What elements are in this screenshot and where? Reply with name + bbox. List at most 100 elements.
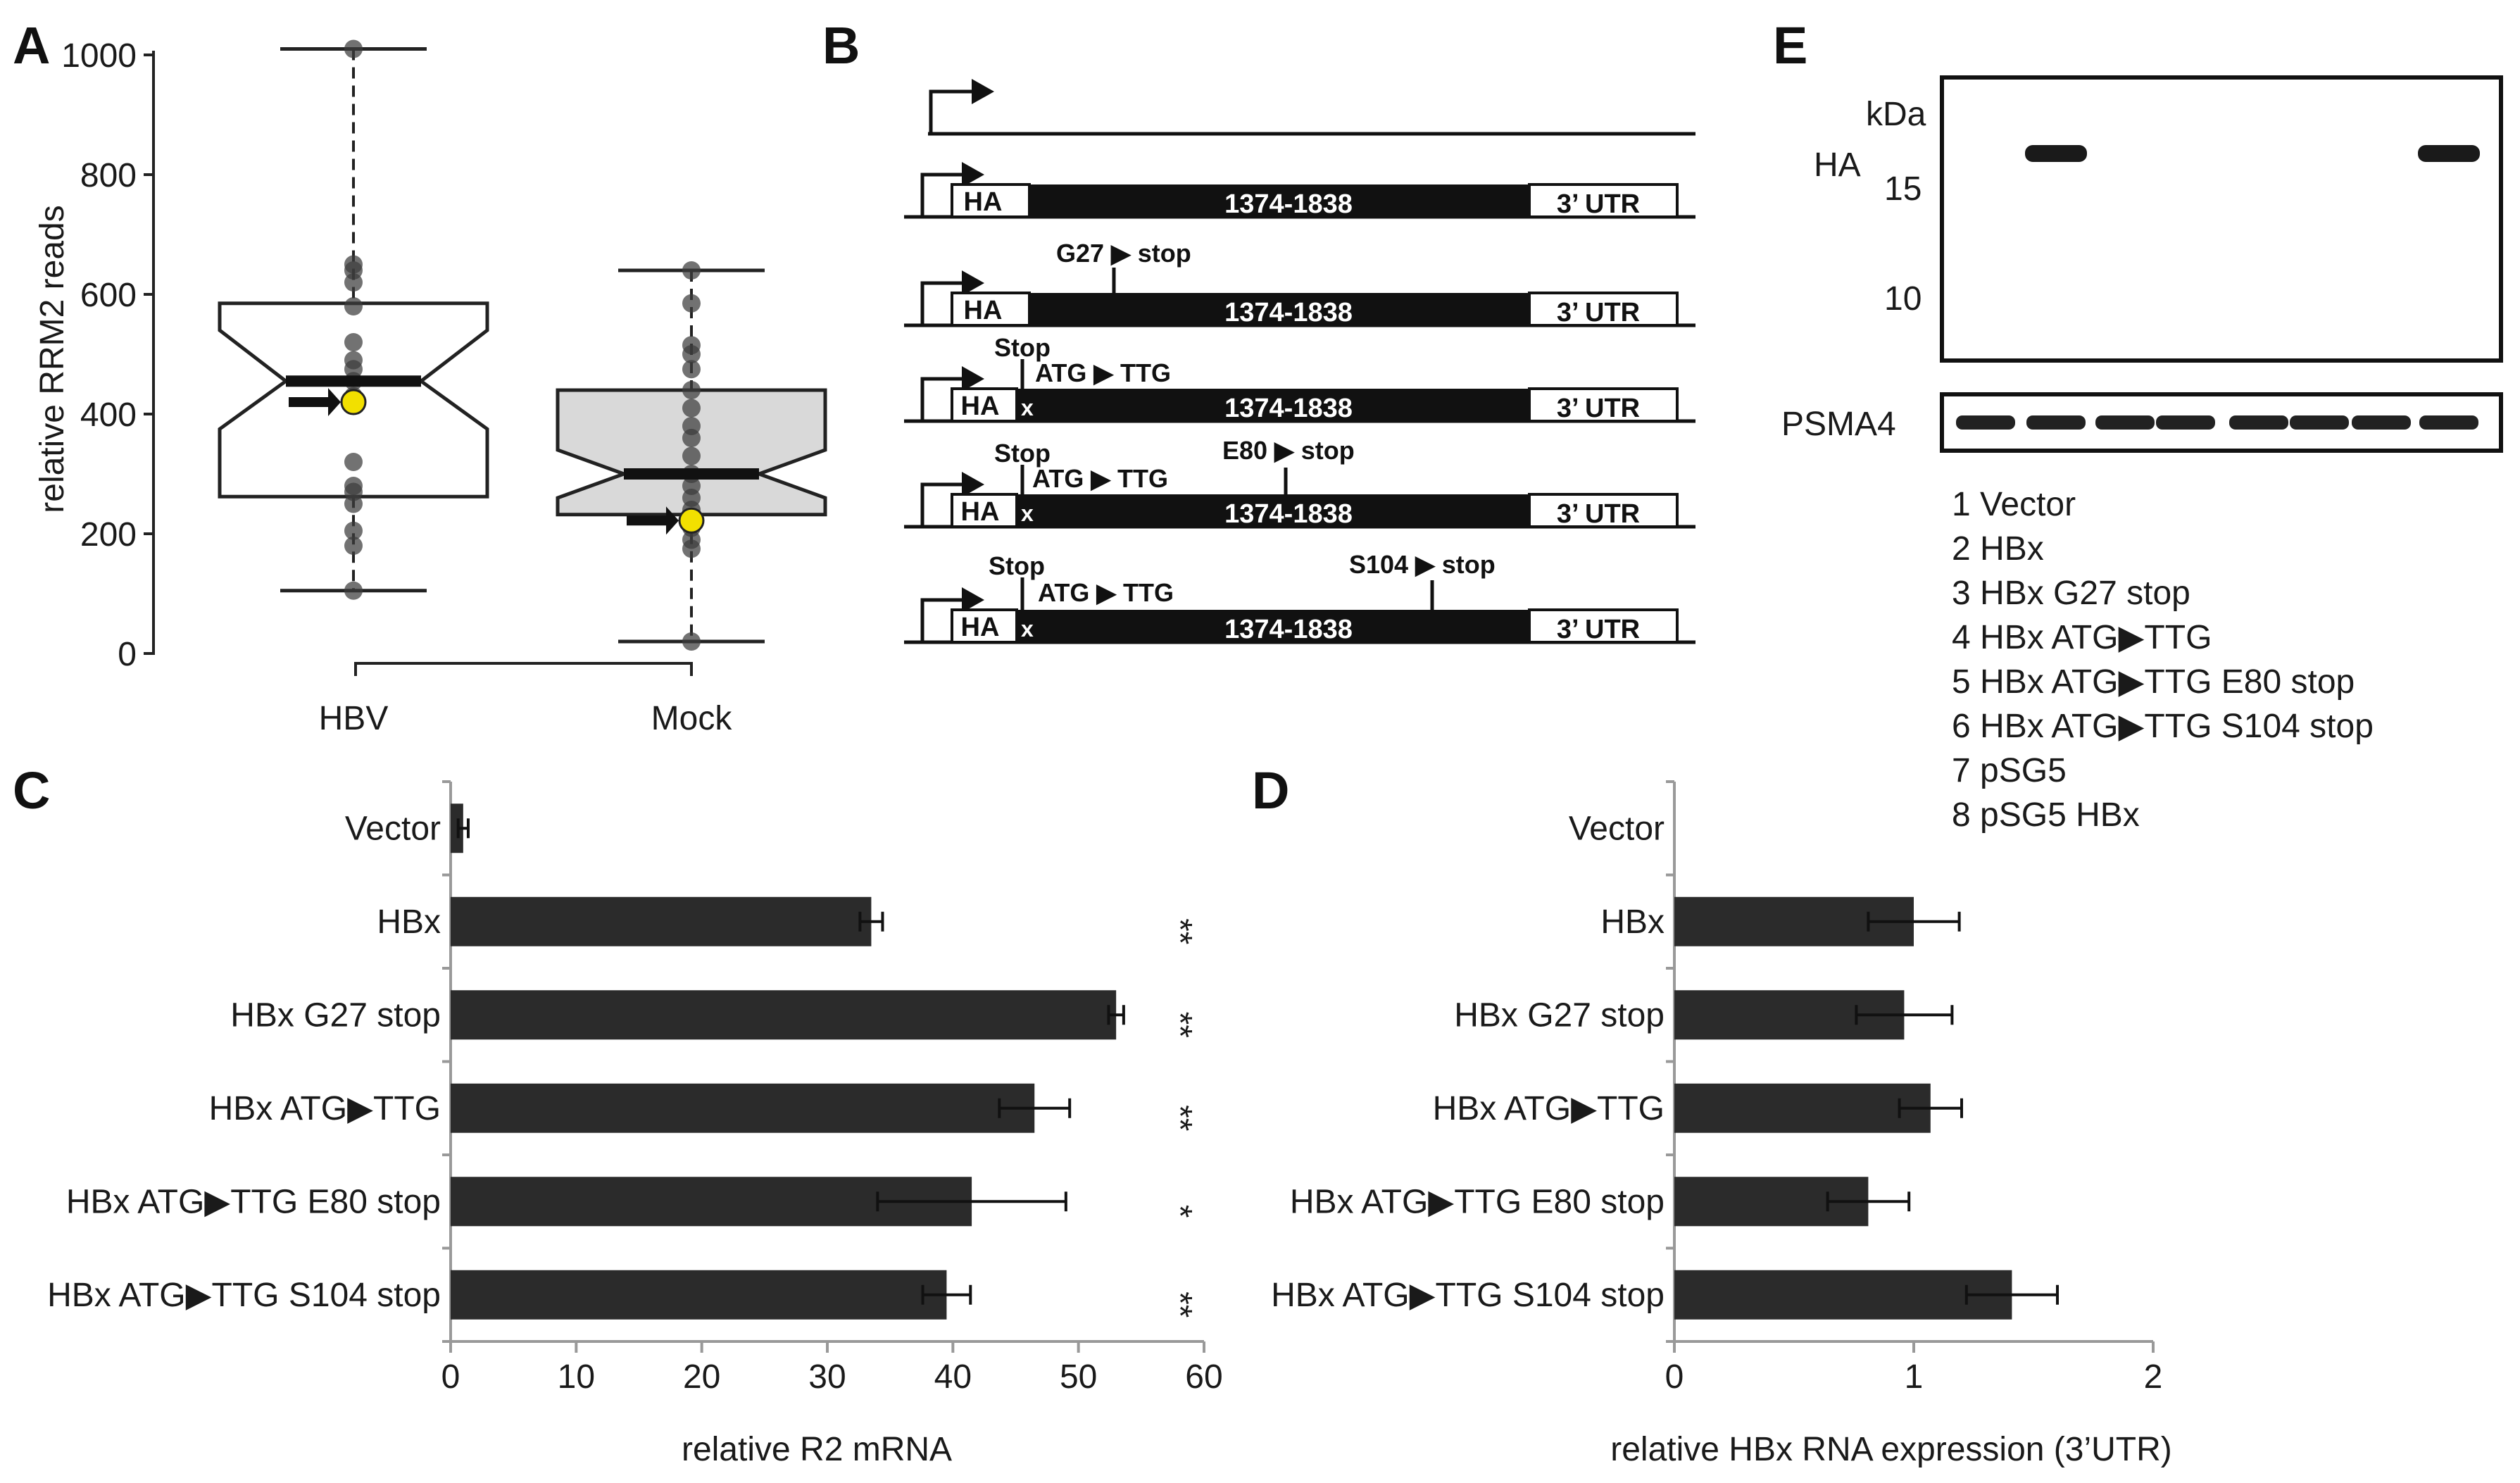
svg-text:HA: HA (964, 296, 1003, 325)
svg-text:HA: HA (961, 613, 1000, 642)
a-data-point (682, 336, 701, 355)
construct-atg-ttg-e80-stop: HA x 1374-1838 3’ UTR Stop ATG ▶ TTG E80… (904, 436, 1695, 529)
c-x-tick-label: 40 (934, 1358, 972, 1396)
d-category-label: HBx ATG▶TTG (1433, 1090, 1665, 1127)
ha-blot-frame (1940, 75, 2503, 363)
marker-10: 10 (1884, 280, 1922, 318)
a-y-axis-title: relative RRM2 reads (34, 205, 71, 513)
a-data-point (344, 521, 363, 540)
svg-text:HA: HA (961, 497, 1000, 527)
mutation-label-g27: G27 ▶ stop (1056, 239, 1191, 268)
a-data-point (344, 39, 363, 58)
c-significance-mark: ** (1161, 1291, 1198, 1318)
panel-label-a: A (13, 16, 50, 75)
a-data-point (344, 297, 363, 315)
c-significance-mark: ** (1161, 1105, 1198, 1131)
a-data-point (344, 255, 363, 274)
d-x-tick-label: 2 (2144, 1358, 2163, 1396)
panel-d-barchart: 0 1 2 Vector HBx HBx G27 stop HBx ATG▶TTG HBx A… (1271, 780, 2172, 1468)
construct-atg-ttg-s104-stop: HA x 1374-1838 3’ UTR Stop ATG ▶ TTG S10… (904, 550, 1695, 644)
mutation-label-atg: ATG ▶ TTG (1032, 464, 1168, 493)
a-data-point (344, 351, 363, 370)
a-group-label-hbv: HBV (319, 700, 389, 737)
psma4-band (2229, 415, 2288, 430)
legend-entry: 8 pSG5 HBx (1952, 796, 2140, 834)
svg-text:1374-1838: 1374-1838 (1224, 298, 1353, 327)
mutation-label-e80: E80 ▶ stop (1222, 436, 1355, 465)
a-y-tick-label: 600 (80, 277, 137, 314)
c-x-tick-label: 20 (683, 1358, 720, 1396)
a-data-point (682, 399, 701, 418)
construct-atg-ttg: HA x 1374-1838 3’ UTR Stop ATG ▶ TTG (904, 333, 1695, 423)
mutation-label-atg: ATG ▶ TTG (1038, 578, 1174, 607)
legend-entry: 7 pSG5 (1952, 752, 2067, 789)
psma4-label: PSMA4 (1781, 406, 1896, 443)
svg-text:1374-1838: 1374-1838 (1224, 615, 1353, 644)
stop-label: Stop (989, 551, 1045, 580)
c-bar (451, 1083, 1035, 1133)
a-highlight-point (678, 507, 705, 534)
d-x-tick-label: 1 (1905, 1358, 1924, 1396)
legend-entry: 5 HBx ATG▶TTG E80 stop (1952, 663, 2355, 701)
stop-label: Stop (994, 439, 1051, 468)
svg-text:x: x (1021, 616, 1034, 642)
svg-text:3’ UTR: 3’ UTR (1557, 189, 1640, 219)
a-y-tick-label: 800 (80, 157, 137, 194)
svg-text:3’ UTR: 3’ UTR (1557, 298, 1640, 327)
mutation-label-s104: S104 ▶ stop (1349, 550, 1496, 579)
panel-label-b: B (822, 16, 860, 75)
a-data-point (344, 453, 363, 471)
panel-label-e: E (1773, 16, 1807, 75)
marker-15: 15 (1884, 170, 1922, 208)
c-x-tick-label: 0 (441, 1358, 460, 1396)
svg-text:1374-1838: 1374-1838 (1224, 499, 1353, 529)
ha-blot-label: HA (1814, 146, 1861, 184)
d-bar (1674, 1270, 2012, 1320)
c-x-tick-label: 30 (808, 1358, 846, 1396)
d-category-label: HBx (1600, 903, 1665, 941)
a-group-label-mock: Mock (651, 700, 733, 737)
c-x-tick-label: 50 (1060, 1358, 1097, 1396)
svg-text:HA: HA (964, 187, 1003, 217)
legend-entry: 1 Vector (1952, 486, 2076, 523)
legend-entry: 6 HBx ATG▶TTG S104 stop (1952, 708, 2374, 745)
d-x-tick-label: 0 (1665, 1358, 1684, 1396)
stop-label: Stop (994, 333, 1051, 362)
a-y-tick-label: 0 (118, 636, 137, 673)
ha-band (2418, 145, 2480, 162)
a-highlight-point (340, 389, 367, 415)
a-data-point (344, 537, 363, 555)
psma4-band (2026, 415, 2086, 430)
kda-label: kDa (1866, 96, 1926, 133)
svg-text:3’ UTR: 3’ UTR (1557, 394, 1640, 423)
promoter-arrow-icon (929, 89, 975, 134)
c-significance-mark: ** (1161, 1012, 1198, 1038)
a-box-mock (556, 261, 827, 651)
panel-b-constructs: HA 1374-1838 3’ UTR HA 1374-1838 3’ UTR … (904, 79, 1695, 644)
a-data-point (682, 360, 701, 379)
d-x-axis-title: relative HBx RNA expression (3’UTR) (1610, 1431, 2172, 1468)
svg-text:HA: HA (961, 392, 1000, 421)
c-bar (451, 896, 872, 946)
a-data-point (344, 477, 363, 495)
a-data-point (682, 294, 701, 313)
panel-label-c: C (13, 761, 50, 820)
construct-vector (928, 79, 1695, 136)
svg-text:x: x (1021, 501, 1034, 526)
a-box-hbv (218, 39, 489, 600)
d-bar (1674, 1083, 1931, 1133)
panel-a-boxplot: 0 200 400 600 800 1000 relative RRM2 reads HB… (34, 37, 827, 737)
a-arrow-icon (289, 388, 341, 416)
a-data-point (682, 261, 701, 280)
d-category-label: HBx ATG▶TTG E80 stop (1290, 1183, 1665, 1220)
psma4-blot-frame (1940, 392, 2503, 453)
c-x-tick-label: 10 (558, 1358, 595, 1396)
construct-g27-stop: HA 1374-1838 3’ UTR G27 ▶ stop (904, 239, 1695, 327)
c-category-label: HBx G27 stop (230, 996, 441, 1034)
promoter-arrow-icon (920, 281, 965, 325)
psma4-band (2156, 415, 2215, 430)
d-category-label: Vector (1569, 810, 1665, 847)
legend-entry: 4 HBx ATG▶TTG (1952, 619, 2212, 656)
d-category-label: HBx ATG▶TTG S104 stop (1271, 1277, 1665, 1314)
svg-text:x: x (1021, 395, 1034, 420)
